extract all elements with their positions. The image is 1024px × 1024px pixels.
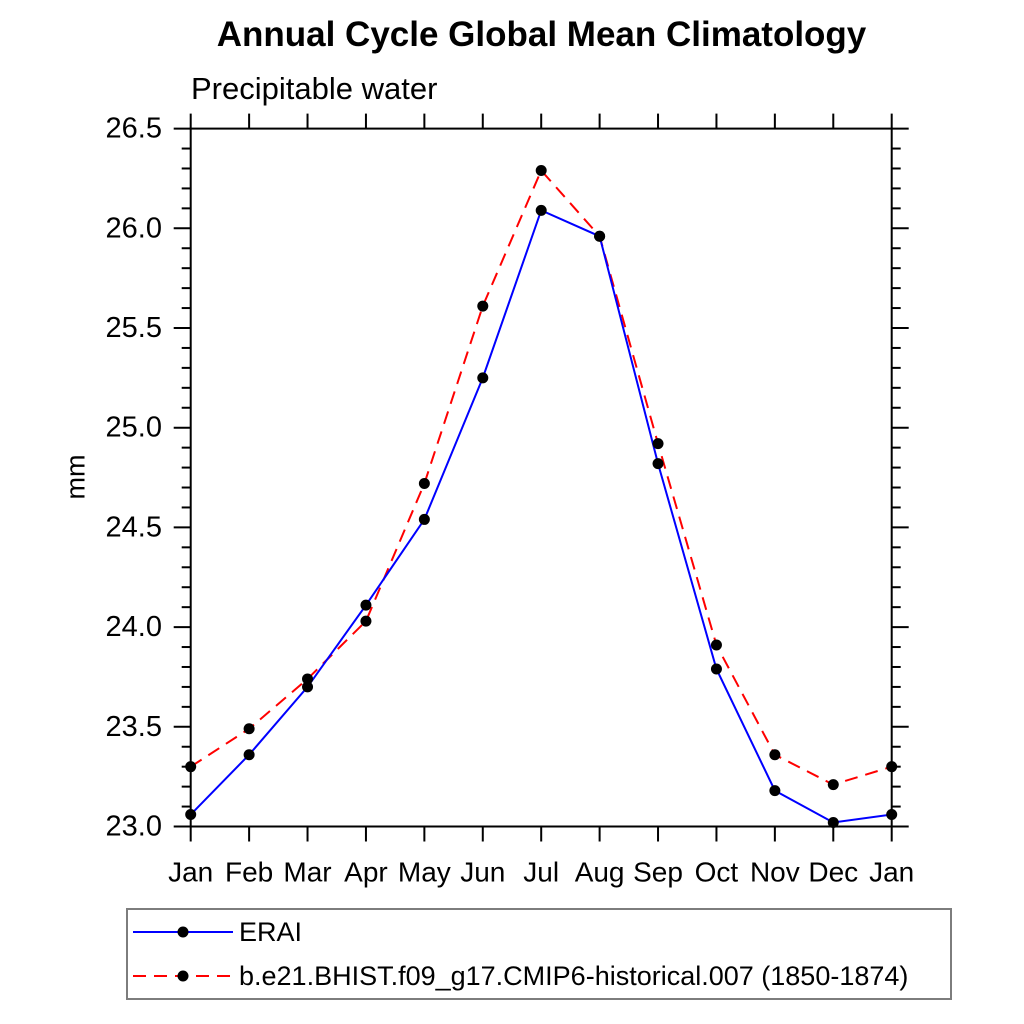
data-point-1-12 (886, 761, 898, 773)
x-tick-label: Apr (344, 857, 388, 888)
y-tick-label: 23.5 (106, 711, 162, 743)
chart-title: Annual Cycle Global Mean Climatology (216, 15, 867, 54)
legend: ERAI b.e21.BHIST.f09_g17.CMIP6-historica… (126, 908, 952, 1000)
x-tick-label: Feb (225, 857, 273, 888)
legend-marker-dot-icon (177, 926, 189, 938)
data-point-1-3 (360, 615, 372, 627)
x-tick-label: Jun (460, 857, 505, 888)
x-axis-tick-labels: Jan Feb Mar Apr May Jun Jul Aug Sep Oct Nov Dec Jan (168, 857, 914, 888)
plot-frame (189, 127, 893, 828)
data-point-1-1 (243, 723, 255, 735)
data-point-1-5 (477, 300, 489, 312)
data-point-1-6 (535, 164, 547, 176)
data-point-0-12 (886, 809, 898, 821)
data-point-0-0 (185, 809, 197, 821)
data-point-0-5 (477, 372, 489, 384)
x-tick-label: May (398, 857, 451, 888)
y-tick-label: 23.0 (106, 811, 162, 843)
legend-marker-dot-icon (177, 970, 189, 982)
y-tick-label: 26.5 (106, 113, 162, 145)
data-point-0-10 (769, 785, 781, 797)
x-tick-label: Sep (633, 857, 683, 888)
data-point-0-11 (827, 817, 839, 829)
y-tick-label: 26.0 (106, 212, 162, 244)
x-tick-label: Jan (168, 857, 213, 888)
legend-label-model: b.e21.BHIST.f09_g17.CMIP6-historical.007… (239, 960, 909, 991)
legend-swatch-solid-line (133, 926, 233, 938)
series-line-0 (189, 208, 892, 824)
y-axis-ticks (173, 127, 909, 828)
legend-swatch-dashed-line (133, 970, 233, 982)
x-tick-label: Dec (808, 857, 858, 888)
data-point-1-9 (710, 639, 722, 651)
data-point-0-9 (710, 663, 722, 675)
legend-label-erai: ERAI (239, 916, 303, 947)
x-axis-ticks (189, 113, 893, 842)
x-tick-label: Oct (695, 857, 739, 888)
x-tick-label: Jan (869, 857, 914, 888)
x-tick-label: Nov (750, 857, 800, 888)
y-tick-label: 25.0 (106, 412, 162, 444)
data-point-1-2 (302, 673, 314, 685)
data-point-0-3 (360, 599, 372, 611)
x-tick-label: Jul (523, 857, 559, 888)
data-point-1-8 (652, 438, 664, 450)
legend-item-model: b.e21.BHIST.f09_g17.CMIP6-historical.007… (133, 956, 950, 996)
series-line-1 (190, 168, 892, 786)
data-point-1-10 (769, 749, 781, 761)
data-point-1-11 (827, 779, 839, 791)
x-tick-label: Aug (575, 857, 625, 888)
data-point-0-4 (418, 513, 430, 525)
data-point-1-4 (418, 478, 430, 490)
chart-subtitle: Precipitable water (191, 71, 438, 106)
y-tick-label: 24.0 (106, 611, 162, 643)
y-tick-label: 25.5 (106, 312, 162, 344)
data-point-1-7 (594, 230, 606, 242)
y-tick-label: 24.5 (106, 511, 162, 543)
data-point-markers (185, 164, 898, 829)
data-point-0-2 (302, 681, 314, 693)
data-point-0-1 (243, 749, 255, 761)
data-point-0-6 (535, 204, 547, 216)
y-axis-tick-labels: 23.0 23.5 24.0 24.5 25.0 25.5 26.0 26.5 (106, 113, 162, 843)
x-tick-label: Mar (283, 857, 331, 888)
data-point-1-0 (185, 761, 197, 773)
legend-item-erai: ERAI (133, 912, 950, 952)
data-point-0-8 (652, 458, 664, 470)
